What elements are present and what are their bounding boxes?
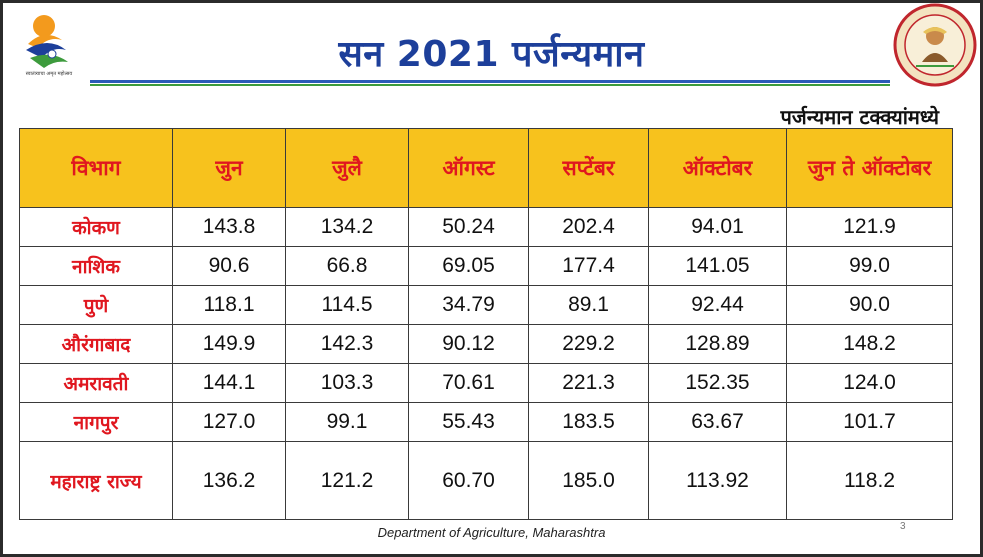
table-cell: 202.4 — [528, 207, 649, 247]
division-name: कोकण — [19, 207, 173, 247]
table-cell: 101.7 — [786, 402, 953, 442]
table-cell: 144.1 — [172, 363, 286, 403]
division-name: औरंगाबाद — [19, 324, 173, 364]
table-cell: 92.44 — [648, 285, 787, 325]
table-cell: 90.0 — [786, 285, 953, 325]
table-cell: 90.6 — [172, 246, 286, 286]
table-cell: 141.05 — [648, 246, 787, 286]
table-row-state-total: महाराष्ट्र राज्य 136.2 121.2 60.70 185.0… — [19, 441, 953, 520]
table-cell: 114.5 — [285, 285, 409, 325]
table-cell: 70.61 — [408, 363, 529, 403]
agriculture-seal-icon — [893, 3, 977, 87]
division-name: पुणे — [19, 285, 173, 325]
table-cell: 90.12 — [408, 324, 529, 364]
table-cell: 34.79 — [408, 285, 529, 325]
table-subtitle: पर्जन्यमान टक्क्यांमध्ये — [780, 105, 939, 129]
table-row: पुणे 118.1 114.5 34.79 89.1 92.44 90.0 — [19, 285, 953, 325]
header-august: ऑगस्ट — [408, 128, 529, 208]
division-name: महाराष्ट्र राज्य — [19, 441, 173, 520]
table-cell: 152.35 — [648, 363, 787, 403]
division-name: नागपुर — [19, 402, 173, 442]
division-name: अमरावती — [19, 363, 173, 403]
table-row: नाशिक 90.6 66.8 69.05 177.4 141.05 99.0 — [19, 246, 953, 286]
table-cell: 118.2 — [786, 441, 953, 520]
table-cell: 121.2 — [285, 441, 409, 520]
table-cell: 128.89 — [648, 324, 787, 364]
header-october: ऑक्टोबर — [648, 128, 787, 208]
table-header-row: विभाग जुन जुलै ऑगस्ट सप्टेंबर ऑक्टोबर जु… — [19, 128, 953, 208]
table-cell: 99.0 — [786, 246, 953, 286]
table-row: औरंगाबाद 149.9 142.3 90.12 229.2 128.89 … — [19, 324, 953, 364]
table-cell: 142.3 — [285, 324, 409, 364]
header-division: विभाग — [19, 128, 173, 208]
rainfall-table: विभाग जुन जुलै ऑगस्ट सप्टेंबर ऑक्टोबर जु… — [19, 128, 953, 520]
table-cell: 94.01 — [648, 207, 787, 247]
table-cell: 103.3 — [285, 363, 409, 403]
footer-department: Department of Agriculture, Maharashtra — [377, 525, 606, 540]
header-september: सप्टेंबर — [528, 128, 649, 208]
table-cell: 69.05 — [408, 246, 529, 286]
table-cell: 118.1 — [172, 285, 286, 325]
table-cell: 148.2 — [786, 324, 953, 364]
page-title: सन 2021 पर्जन्यमान — [338, 34, 645, 75]
table-cell: 113.92 — [648, 441, 787, 520]
logo-caption: स्वातंत्र्याचा अमृत महोत्सव — [25, 71, 73, 77]
title-rule-blue — [90, 80, 890, 83]
table-cell: 50.24 — [408, 207, 529, 247]
table-row: कोकण 143.8 134.2 50.24 202.4 94.01 121.9 — [19, 207, 953, 247]
table-cell: 134.2 — [285, 207, 409, 247]
page-number: 3 — [900, 521, 906, 532]
table-cell: 149.9 — [172, 324, 286, 364]
table-cell: 177.4 — [528, 246, 649, 286]
amrit-mahotsav-logo-icon — [26, 15, 68, 68]
table-cell: 60.70 — [408, 441, 529, 520]
table-row: अमरावती 144.1 103.3 70.61 221.3 152.35 1… — [19, 363, 953, 403]
table-cell: 127.0 — [172, 402, 286, 442]
division-name: नाशिक — [19, 246, 173, 286]
table-cell: 143.8 — [172, 207, 286, 247]
table-cell: 55.43 — [408, 402, 529, 442]
table-cell: 229.2 — [528, 324, 649, 364]
header-june-to-october: जुन ते ऑक्टोबर — [786, 128, 953, 208]
table-cell: 124.0 — [786, 363, 953, 403]
table-cell: 121.9 — [786, 207, 953, 247]
header-june: जुन — [172, 128, 286, 208]
table-cell: 136.2 — [172, 441, 286, 520]
table-cell: 99.1 — [285, 402, 409, 442]
title-rule-green — [90, 84, 890, 86]
table-cell: 183.5 — [528, 402, 649, 442]
table-cell: 63.67 — [648, 402, 787, 442]
table-cell: 66.8 — [285, 246, 409, 286]
table-row: नागपुर 127.0 99.1 55.43 183.5 63.67 101.… — [19, 402, 953, 442]
header-july: जुलै — [285, 128, 409, 208]
table-cell: 221.3 — [528, 363, 649, 403]
table-cell: 185.0 — [528, 441, 649, 520]
table-cell: 89.1 — [528, 285, 649, 325]
